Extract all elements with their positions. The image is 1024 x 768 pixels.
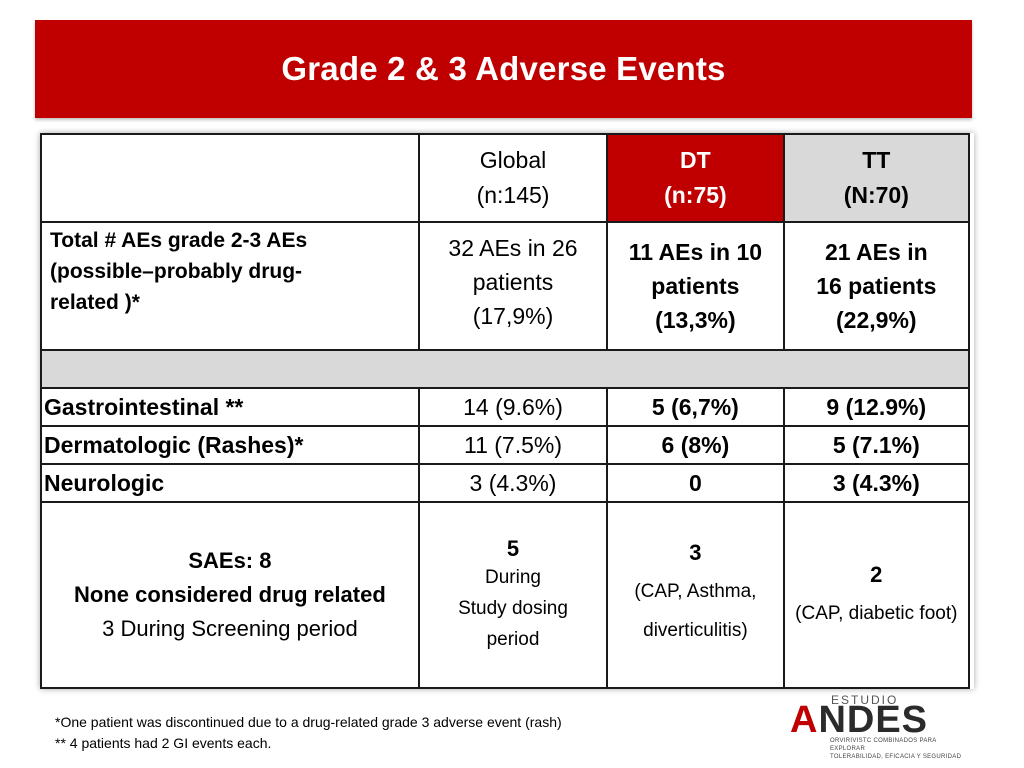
total-aes-global-line3: (17,9%) xyxy=(472,303,554,329)
header-empty-cell xyxy=(40,133,420,223)
header-global-n: (n:145) xyxy=(476,182,550,208)
sae-tt: 2 (CAP, diabetic foot) xyxy=(782,501,971,689)
sae-tt-number: 2 xyxy=(870,561,883,587)
header-global-label: Global xyxy=(479,147,547,173)
row-label: Gastrointestinal ** xyxy=(40,387,420,427)
logo-a-letter: A xyxy=(790,699,819,741)
total-aes-label-line3: related )* xyxy=(50,291,140,314)
total-aes-global-line2: patients xyxy=(472,269,554,295)
logo-top-text: ESTUDIO xyxy=(831,693,899,707)
table-row: Dermatologic (Rashes)* 11 (7.5%) 6 (8%) … xyxy=(40,425,971,465)
sae-global: 5 During Study dosing period xyxy=(417,501,609,689)
total-aes-dt-line2: patients xyxy=(651,273,740,299)
row-dt: 6 (8%) xyxy=(606,425,785,465)
total-aes-dt-line3: (13,3%) xyxy=(655,307,736,333)
row-global: 14 (9.6%) xyxy=(417,387,609,427)
header-tt-label: TT xyxy=(862,147,891,173)
total-aes-tt-line1: 21 AEs in xyxy=(824,239,928,265)
header-global: Global (n:145) xyxy=(417,133,609,223)
header-tt-n: (N:70) xyxy=(843,182,909,208)
sae-screening: 3 During Screening period xyxy=(102,616,358,641)
separator-row xyxy=(40,349,970,389)
total-aes-dt-line1: 11 AEs in 10 xyxy=(628,239,763,265)
total-aes-label: Total # AEs grade 2-3 AEs (possible–prob… xyxy=(40,221,420,351)
row-tt: 3 (4.3%) xyxy=(782,463,971,503)
sae-label: SAEs: 8 None considered drug related 3 D… xyxy=(40,501,420,689)
row-global: 11 (7.5%) xyxy=(417,425,609,465)
row-global: 3 (4.3%) xyxy=(417,463,609,503)
slide-title: Grade 2 & 3 Adverse Events xyxy=(281,50,726,87)
separator-cell xyxy=(40,349,970,389)
total-aes-row: Total # AEs grade 2-3 AEs (possible–prob… xyxy=(40,221,971,351)
total-aes-dt: 11 AEs in 10 patients (13,3%) xyxy=(606,221,785,351)
sae-global-text-line3: period xyxy=(486,628,540,650)
total-aes-label-line2: (possible–probably drug- xyxy=(50,260,303,283)
logo-subtitle-line2: TOLERABILIDAD, EFICACIA Y SEGURIDAD xyxy=(830,754,962,760)
logo-main-text: ANDES xyxy=(790,699,928,742)
total-aes-global: 32 AEs in 26 patients (17,9%) xyxy=(417,221,609,351)
sae-dt: 3 (CAP, Asthma, diverticulitis) xyxy=(606,501,785,689)
header-dt-label: DT xyxy=(680,147,711,173)
header-dt: DT (n:75) xyxy=(606,133,785,223)
total-aes-tt-line2: 16 patients xyxy=(816,273,937,299)
adverse-events-table-wrapper: Global (n:145) DT (n:75) TT (N:70) Total… xyxy=(40,133,974,689)
row-tt: 9 (12.9%) xyxy=(782,387,971,427)
sae-global-text-line2: Study dosing xyxy=(458,597,568,619)
sae-global-text-line1: During xyxy=(485,566,541,588)
sae-dt-text-line2: diverticulitis) xyxy=(643,620,748,641)
footnote-2: ** 4 patients had 2 GI events each. xyxy=(55,735,272,751)
row-label: Dermatologic (Rashes)* xyxy=(40,425,420,465)
logo-subtitle-line1: ORVIRIVISTC COMBINADOS PARA EXPLORAR xyxy=(830,738,937,752)
total-aes-tt: 21 AEs in 16 patients (22,9%) xyxy=(782,221,971,351)
sae-total: SAEs: 8 xyxy=(188,548,272,573)
table-header-row: Global (n:145) DT (n:75) TT (N:70) xyxy=(40,133,971,223)
sae-dt-text-line1: (CAP, Asthma, xyxy=(634,581,757,602)
sae-global-number: 5 xyxy=(506,535,520,561)
table-row: Neurologic 3 (4.3%) 0 3 (4.3%) xyxy=(40,463,971,503)
estudio-andes-logo: ESTUDIO ANDES ORVIRIVISTC COMBINADOS PAR… xyxy=(790,693,970,760)
header-tt: TT (N:70) xyxy=(782,133,971,223)
footnotes: *One patient was discontinued due to a d… xyxy=(55,712,562,754)
footnote-1: *One patient was discontinued due to a d… xyxy=(55,714,562,730)
total-aes-global-line1: 32 AEs in 26 xyxy=(448,235,578,261)
row-dt: 0 xyxy=(606,463,785,503)
total-aes-label-line1: Total # AEs grade 2-3 AEs xyxy=(50,229,308,252)
sae-row: SAEs: 8 None considered drug related 3 D… xyxy=(40,501,971,689)
row-tt: 5 (7.1%) xyxy=(782,425,971,465)
row-label: Neurologic xyxy=(40,463,420,503)
sae-note: None considered drug related xyxy=(74,582,386,607)
title-bar: Grade 2 & 3 Adverse Events xyxy=(35,20,972,118)
row-dt: 5 (6,7%) xyxy=(606,387,785,427)
logo-subtitle: ORVIRIVISTC COMBINADOS PARA EXPLORAR TOL… xyxy=(830,737,970,761)
table-row: Gastrointestinal ** 14 (9.6%) 5 (6,7%) 9… xyxy=(40,387,971,427)
adverse-events-table: Global (n:145) DT (n:75) TT (N:70) Total… xyxy=(40,133,971,689)
header-dt-n: (n:75) xyxy=(664,182,727,208)
total-aes-tt-line3: (22,9%) xyxy=(836,307,917,333)
logo-rest-letters: NDES xyxy=(818,699,929,741)
sae-dt-number: 3 xyxy=(689,540,702,565)
sae-tt-text: (CAP, diabetic foot) xyxy=(795,602,958,624)
